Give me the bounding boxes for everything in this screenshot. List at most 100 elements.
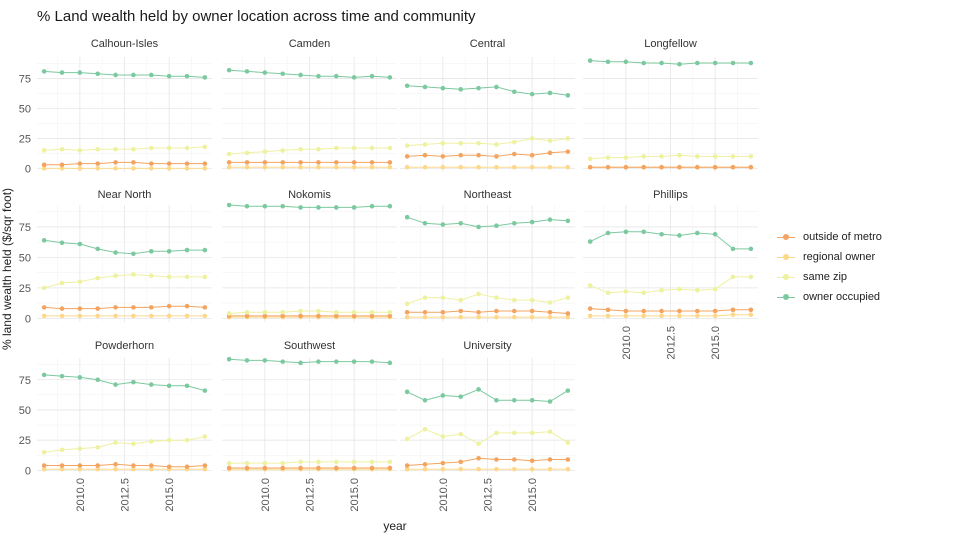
- data-point-outside-of-metro: [748, 307, 754, 313]
- data-point-outside-of-metro: [623, 308, 629, 314]
- data-point-owner-occupied: [369, 203, 375, 209]
- x-tick-label: 2012.5: [305, 478, 317, 512]
- data-point-outside-of-metro: [148, 463, 154, 468]
- data-point-outside-of-metro: [41, 305, 47, 310]
- data-point-same-zip: [494, 430, 499, 436]
- data-point-outside-of-metro: [316, 160, 321, 165]
- data-point-owner-occupied: [565, 93, 571, 98]
- data-point-same-zip: [226, 311, 232, 316]
- data-point-same-zip: [547, 300, 553, 305]
- data-point-regional-owner: [95, 466, 101, 472]
- series-line-outside-of-metro: [44, 161, 205, 166]
- facet-label-phillips: Phillips: [653, 189, 688, 201]
- data-point-regional-owner: [166, 166, 172, 171]
- data-point-owner-occupied: [494, 84, 499, 90]
- data-point-owner-occupied: [226, 202, 232, 208]
- data-point-regional-owner: [529, 466, 535, 472]
- data-point-same-zip: [369, 309, 375, 315]
- data-point-outside-of-metro: [659, 308, 664, 314]
- facet-label-university: University: [463, 340, 512, 352]
- data-point-same-zip: [202, 144, 208, 150]
- data-point-owner-occupied: [440, 222, 446, 227]
- data-point-outside-of-metro: [95, 463, 101, 468]
- data-point-same-zip: [659, 288, 664, 293]
- data-point-same-zip: [226, 151, 232, 157]
- data-point-outside-of-metro: [369, 465, 375, 471]
- data-point-outside-of-metro: [587, 306, 593, 311]
- data-point-same-zip: [77, 148, 83, 153]
- data-point-regional-owner: [41, 313, 47, 319]
- facet-calhoun-isles: Calhoun-Isles 0 25 50 75: [19, 38, 212, 175]
- data-point-regional-owner: [95, 313, 101, 319]
- data-point-regional-owner: [529, 314, 535, 320]
- data-point-owner-occupied: [547, 399, 553, 404]
- data-point-regional-owner: [404, 164, 410, 170]
- data-point-owner-occupied: [59, 373, 65, 379]
- x-tick-label: 2010.0: [75, 478, 87, 512]
- data-point-regional-owner: [565, 466, 571, 472]
- data-point-outside-of-metro: [494, 457, 499, 462]
- x-tick-label: 2015.0: [164, 478, 176, 512]
- data-point-same-zip: [166, 274, 172, 280]
- data-point-owner-occupied: [605, 230, 611, 236]
- data-point-same-zip: [77, 279, 83, 285]
- data-point-regional-owner: [77, 166, 83, 171]
- data-point-regional-owner: [422, 314, 428, 320]
- data-point-owner-occupied: [316, 359, 321, 364]
- data-point-regional-owner: [244, 164, 250, 170]
- data-point-outside-of-metro: [511, 151, 517, 157]
- x-tick-label: 2010.0: [438, 478, 450, 512]
- data-point-owner-occupied: [262, 70, 268, 75]
- data-point-outside-of-metro: [529, 308, 535, 314]
- data-point-outside-of-metro: [184, 303, 190, 309]
- data-point-regional-owner: [226, 164, 232, 170]
- data-point-same-zip: [387, 145, 393, 151]
- data-point-regional-owner: [59, 313, 65, 319]
- data-point-same-zip: [547, 138, 553, 144]
- data-point-owner-occupied: [659, 60, 664, 66]
- data-point-outside-of-metro: [77, 161, 83, 166]
- data-point-regional-owner: [333, 164, 339, 170]
- data-point-outside-of-metro: [202, 305, 208, 310]
- data-point-same-zip: [659, 154, 664, 159]
- facet-northeast: Northeast: [400, 189, 575, 322]
- data-point-same-zip: [226, 460, 232, 466]
- data-point-outside-of-metro: [547, 457, 553, 462]
- data-point-same-zip: [476, 291, 481, 297]
- data-point-same-zip: [494, 295, 499, 300]
- data-point-regional-owner: [730, 312, 736, 317]
- data-point-owner-occupied: [298, 72, 303, 78]
- y-tick-label: 25: [19, 133, 31, 145]
- data-point-outside-of-metro: [422, 152, 428, 158]
- data-point-same-zip: [41, 449, 47, 455]
- data-point-same-zip: [166, 437, 172, 443]
- data-point-owner-occupied: [280, 71, 286, 77]
- data-point-owner-occupied: [184, 73, 190, 79]
- data-point-same-zip: [316, 146, 321, 152]
- data-point-same-zip: [351, 145, 357, 151]
- data-point-regional-owner: [511, 164, 517, 170]
- series-line-same-zip: [44, 436, 206, 453]
- data-point-outside-of-metro: [404, 309, 410, 315]
- data-point-regional-owner: [148, 166, 154, 171]
- series-line-same-zip: [406, 428, 569, 445]
- data-point-outside-of-metro: [41, 463, 47, 468]
- data-point-outside-of-metro: [148, 161, 154, 166]
- data-point-owner-occupied: [77, 70, 83, 75]
- data-point-outside-of-metro: [623, 164, 629, 170]
- data-point-same-zip: [148, 145, 154, 151]
- data-point-outside-of-metro: [511, 308, 517, 314]
- y-tick-label: 75: [19, 375, 31, 387]
- data-point-regional-owner: [41, 166, 47, 171]
- legend-item-owner-occupied: owner occupied: [775, 287, 882, 307]
- data-point-outside-of-metro: [244, 160, 250, 165]
- data-point-same-zip: [730, 274, 736, 280]
- data-point-regional-owner: [148, 466, 154, 472]
- x-tick-label: 2015.0: [527, 478, 539, 512]
- data-point-owner-occupied: [565, 218, 571, 224]
- facet-label-northeast: Northeast: [464, 189, 512, 201]
- y-tick-label: 50: [19, 405, 31, 417]
- data-point-owner-occupied: [712, 60, 718, 66]
- data-point-outside-of-metro: [95, 161, 101, 166]
